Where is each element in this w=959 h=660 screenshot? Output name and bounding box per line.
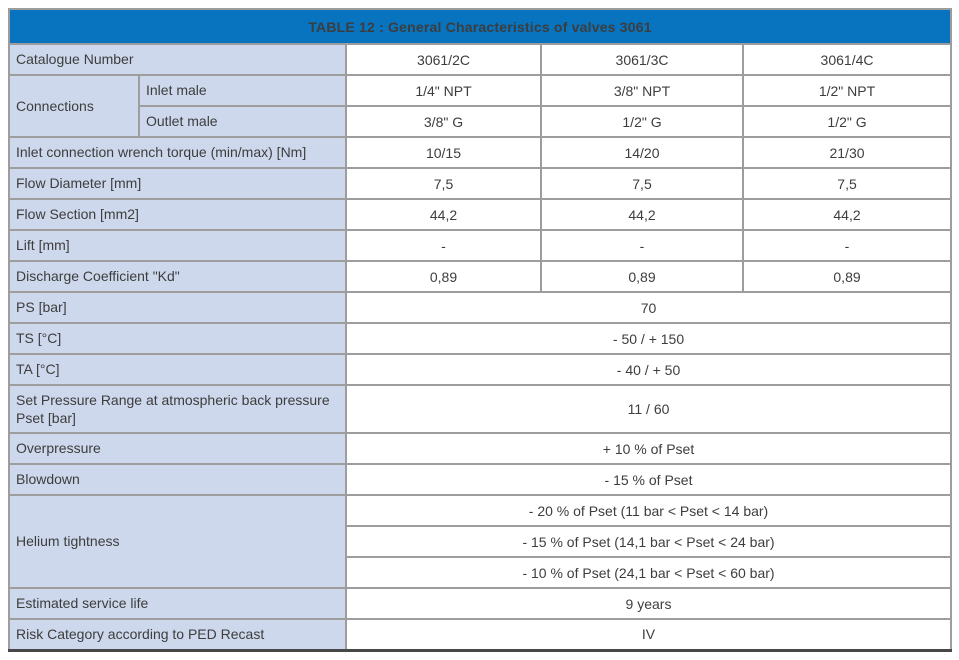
cell-value: 3061/4C bbox=[741, 43, 953, 76]
cell-value: 0,89 bbox=[345, 260, 542, 293]
row-label: Flow Diameter [mm] bbox=[8, 167, 347, 200]
cell-value: 1/2" G bbox=[741, 105, 953, 138]
cell-value-merged: - 15 % of Pset (14,1 bar < Pset < 24 bar… bbox=[344, 525, 953, 558]
row-lift: Lift [mm] - - - bbox=[8, 229, 953, 262]
row-label: Set Pressure Range at atmospheric back p… bbox=[8, 384, 347, 434]
cell-value: 44,2 bbox=[540, 198, 744, 231]
cell-value: - bbox=[540, 229, 744, 262]
cell-value: 1/2" G bbox=[540, 105, 744, 138]
row-helium-tightness-1: Helium tightness - 20 % of Pset (11 bar … bbox=[8, 494, 953, 589]
row-sublabel: Outlet male bbox=[138, 105, 347, 138]
cell-value: 7,5 bbox=[540, 167, 744, 200]
cell-value-merged: - 10 % of Pset (24,1 bar < Pset < 60 bar… bbox=[344, 556, 953, 589]
cell-value-merged: + 10 % of Pset bbox=[344, 432, 953, 465]
row-discharge-coefficient: Discharge Coefficient "Kd" 0,89 0,89 0,8… bbox=[8, 260, 953, 293]
row-helium-tightness-3: - 10 % of Pset (24,1 bar < Pset < 60 bar… bbox=[9, 556, 953, 589]
row-overpressure: Overpressure + 10 % of Pset bbox=[8, 432, 953, 465]
table-title-row: TABLE 12 : General Characteristics of va… bbox=[7, 8, 953, 45]
row-label: Blowdown bbox=[8, 463, 347, 496]
cell-value: 3061/3C bbox=[540, 43, 744, 76]
row-ts: TS [°C] - 50 / + 150 bbox=[8, 322, 953, 355]
cell-value: 1/4" NPT bbox=[345, 74, 542, 107]
row-label: Flow Section [mm2] bbox=[8, 198, 347, 231]
row-connections-inlet: Connections Inlet male 1/4" NPT 3/8" NPT… bbox=[8, 74, 953, 138]
cell-value-merged: - 50 / + 150 bbox=[344, 322, 953, 355]
cell-value-merged: IV bbox=[344, 618, 953, 652]
cell-value-merged: - 20 % of Pset (11 bar < Pset < 14 bar) bbox=[344, 494, 953, 527]
cell-value: 14/20 bbox=[540, 136, 744, 169]
cell-value: 0,89 bbox=[741, 260, 953, 293]
row-label: Lift [mm] bbox=[8, 229, 347, 262]
row-flow-section: Flow Section [mm2] 44,2 44,2 44,2 bbox=[8, 198, 953, 231]
cell-value: 21/30 bbox=[741, 136, 953, 169]
cell-value: 7,5 bbox=[345, 167, 542, 200]
row-ta: TA [°C] - 40 / + 50 bbox=[8, 353, 953, 386]
cell-value-merged: 9 years bbox=[344, 587, 953, 620]
row-wrench-torque: Inlet connection wrench torque (min/max)… bbox=[8, 136, 953, 169]
row-label: Inlet connection wrench torque (min/max)… bbox=[8, 136, 347, 169]
row-catalogue-number: Catalogue Number 3061/2C 3061/3C 3061/4C bbox=[8, 43, 953, 76]
row-label: Helium tightness bbox=[8, 494, 347, 589]
cell-value: 44,2 bbox=[741, 198, 953, 231]
cell-value: 3/8" G bbox=[345, 105, 542, 138]
row-ps: PS [bar] 70 bbox=[8, 291, 953, 324]
row-label: Catalogue Number bbox=[8, 43, 347, 76]
table-title: TABLE 12 : General Characteristics of va… bbox=[7, 8, 953, 45]
cell-value-merged: - 15 % of Pset bbox=[344, 463, 953, 496]
cell-value-merged: 70 bbox=[344, 291, 953, 324]
row-label: PS [bar] bbox=[8, 291, 347, 324]
cell-value-merged: - 40 / + 50 bbox=[344, 353, 953, 386]
row-label: Connections bbox=[8, 74, 140, 138]
row-label: TS [°C] bbox=[8, 322, 347, 355]
cell-value: 3061/2C bbox=[345, 43, 542, 76]
cell-value: 1/2" NPT bbox=[741, 74, 953, 107]
row-helium-tightness-2: - 15 % of Pset (14,1 bar < Pset < 24 bar… bbox=[9, 525, 953, 558]
row-blowdown: Blowdown - 15 % of Pset bbox=[8, 463, 953, 496]
row-sublabel: Inlet male bbox=[138, 74, 347, 107]
row-label: Overpressure bbox=[8, 432, 347, 465]
cell-value: - bbox=[741, 229, 953, 262]
cell-value: 3/8" NPT bbox=[540, 74, 744, 107]
row-estimated-service-life: Estimated service life 9 years bbox=[8, 587, 953, 620]
cell-value: 7,5 bbox=[741, 167, 953, 200]
cell-value: - bbox=[345, 229, 542, 262]
row-label: Discharge Coefficient "Kd" bbox=[8, 260, 347, 293]
row-set-pressure-range: Set Pressure Range at atmospheric back p… bbox=[8, 384, 953, 434]
cell-value: 10/15 bbox=[345, 136, 542, 169]
row-flow-diameter: Flow Diameter [mm] 7,5 7,5 7,5 bbox=[8, 167, 953, 200]
row-connections-outlet: Outlet male 3/8" G 1/2" G 1/2" G bbox=[9, 105, 953, 138]
cell-value-merged: 11 / 60 bbox=[344, 384, 953, 434]
row-risk-category: Risk Category according to PED Recast IV bbox=[8, 618, 953, 652]
cell-value: 0,89 bbox=[540, 260, 744, 293]
cell-value: 44,2 bbox=[345, 198, 542, 231]
valve-characteristics-table: TABLE 12 : General Characteristics of va… bbox=[7, 8, 953, 652]
row-label: TA [°C] bbox=[8, 353, 347, 386]
row-label: Estimated service life bbox=[8, 587, 347, 620]
row-label: Risk Category according to PED Recast bbox=[8, 618, 347, 652]
